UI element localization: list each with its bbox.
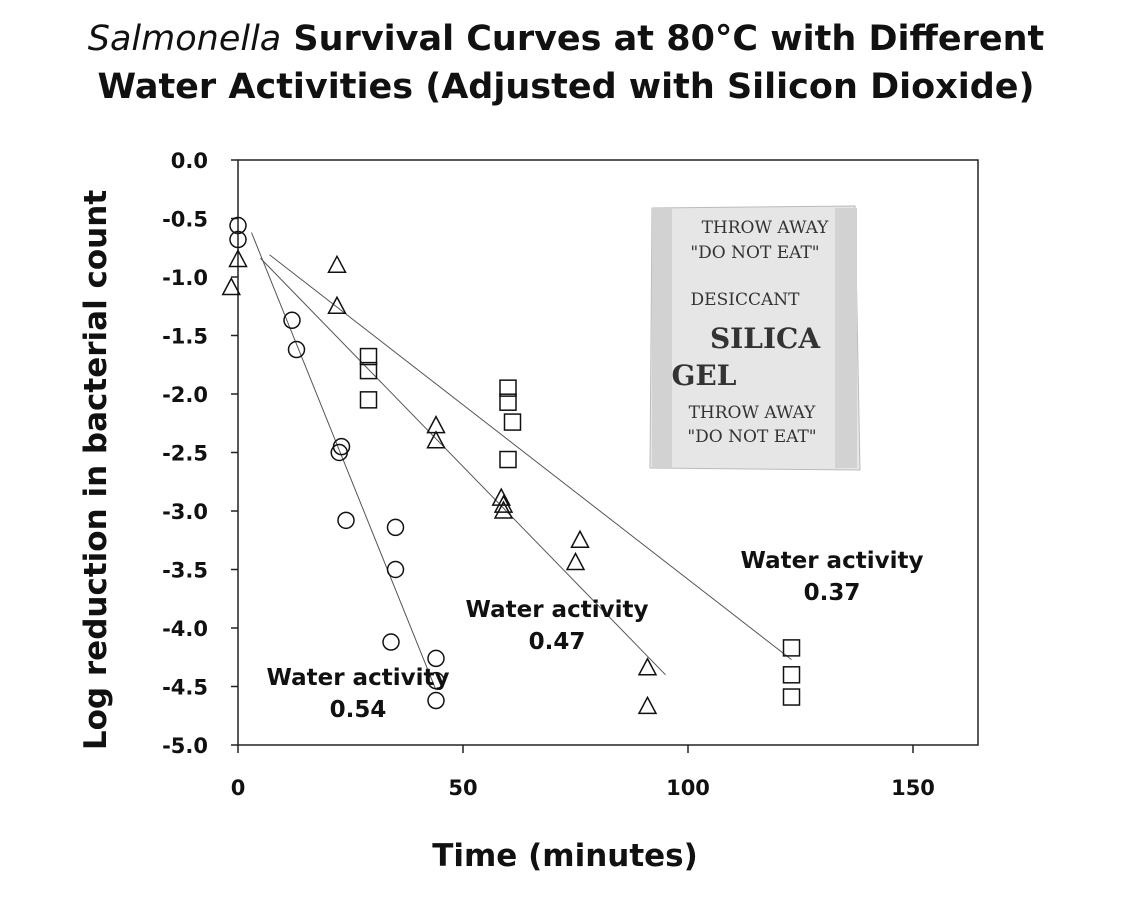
fit-line-circle bbox=[251, 232, 437, 691]
y-axis-label: Log reduction in bacterial count bbox=[78, 190, 114, 750]
packet-text: THROW AWAY bbox=[689, 403, 817, 423]
data-point-triangle bbox=[221, 276, 241, 296]
y-tick-label: -2.5 bbox=[162, 442, 208, 466]
x-tick-label: 100 bbox=[666, 776, 710, 800]
data-point-triangle bbox=[637, 695, 658, 715]
data-point-triangle bbox=[493, 500, 514, 519]
x-axis-label: Time (minutes) bbox=[432, 838, 698, 874]
y-tick-label: -2.0 bbox=[162, 383, 208, 407]
data-point-square bbox=[499, 450, 517, 469]
data-point-square bbox=[503, 413, 522, 431]
series-label-line2: 0.47 bbox=[529, 629, 586, 655]
y-tick-label: -1.0 bbox=[162, 266, 208, 290]
y-tick-label: -3.0 bbox=[162, 500, 208, 524]
data-point-circle bbox=[386, 560, 405, 579]
data-point-triangle bbox=[228, 248, 248, 268]
data-point-circle bbox=[386, 518, 405, 537]
data-point-square bbox=[782, 666, 801, 684]
x-tick-label: 50 bbox=[448, 776, 477, 800]
data-point-circle bbox=[287, 340, 306, 359]
y-tick-label: -1.5 bbox=[162, 325, 208, 349]
packet-text: DESICCANT bbox=[691, 290, 801, 310]
data-point-circle bbox=[427, 691, 445, 710]
data-point-triangle bbox=[327, 295, 347, 314]
packet-text: "DO NOT EAT" bbox=[690, 243, 819, 263]
series-label-line1: Water activity bbox=[466, 597, 649, 623]
data-point-circle bbox=[427, 649, 445, 668]
data-point-circle bbox=[229, 230, 247, 249]
y-tick-label: -0.5 bbox=[162, 208, 208, 232]
fit-line-triangle bbox=[260, 257, 666, 676]
data-point-square bbox=[359, 391, 378, 409]
data-point-triangle bbox=[426, 430, 446, 449]
packet-shape bbox=[649, 205, 861, 471]
packet-text: "DO NOT EAT" bbox=[687, 427, 816, 447]
data-point-triangle bbox=[637, 657, 658, 676]
series-label-line2: 0.54 bbox=[330, 697, 387, 723]
data-point-circle bbox=[330, 443, 348, 462]
data-point-square bbox=[359, 347, 378, 366]
packet-text: GEL bbox=[672, 359, 737, 392]
silica-gel-packet-image: THROW AWAY "DO NOT EAT" DESICCANT SILICA GEL… bbox=[649, 205, 861, 471]
data-point-square bbox=[782, 688, 801, 706]
y-tick-label: -3.5 bbox=[162, 559, 208, 583]
data-point-triangle bbox=[426, 414, 446, 434]
series-label-line1: Water activity bbox=[741, 548, 924, 574]
data-point-square bbox=[499, 393, 517, 411]
y-tick-label: -4.0 bbox=[162, 617, 208, 641]
x-tick-label: 150 bbox=[891, 776, 935, 800]
y-tick-label: -4.5 bbox=[162, 676, 208, 700]
data-point-triangle bbox=[327, 254, 347, 274]
data-point-square bbox=[359, 361, 378, 380]
packet-seal bbox=[652, 208, 672, 468]
data-point-triangle bbox=[570, 529, 590, 548]
chart-title-line1: Salmonella Survival Curves at 80°C with … bbox=[88, 19, 1045, 59]
series-label-line1: Water activity bbox=[267, 665, 450, 691]
packet-text: THROW AWAY bbox=[702, 218, 830, 238]
data-point-square bbox=[782, 639, 801, 657]
y-tick-label: 0.0 bbox=[171, 149, 208, 173]
series-label-line2: 0.37 bbox=[804, 580, 861, 606]
data-point-circle bbox=[337, 511, 355, 530]
fit-line-square bbox=[269, 254, 792, 660]
title-italic: Salmonella bbox=[88, 19, 282, 59]
data-point-circle bbox=[427, 671, 445, 690]
data-point-circle bbox=[283, 311, 301, 330]
y-tick-label: -5.0 bbox=[162, 734, 208, 758]
data-point-circle bbox=[382, 633, 400, 651]
packet-text: SILICA bbox=[710, 322, 821, 355]
plot-frame bbox=[237, 159, 979, 746]
data-point-square bbox=[499, 379, 517, 397]
x-tick-label: 0 bbox=[231, 776, 246, 800]
data-point-triangle bbox=[493, 494, 514, 513]
data-point-triangle bbox=[565, 551, 586, 571]
data-point-circle bbox=[229, 216, 247, 235]
packet-seal bbox=[835, 208, 857, 468]
title-rest: Survival Curves at 80°C with Different bbox=[281, 19, 1044, 59]
chart-title-line2: Water Activities (Adjusted with Silicon … bbox=[97, 67, 1034, 107]
